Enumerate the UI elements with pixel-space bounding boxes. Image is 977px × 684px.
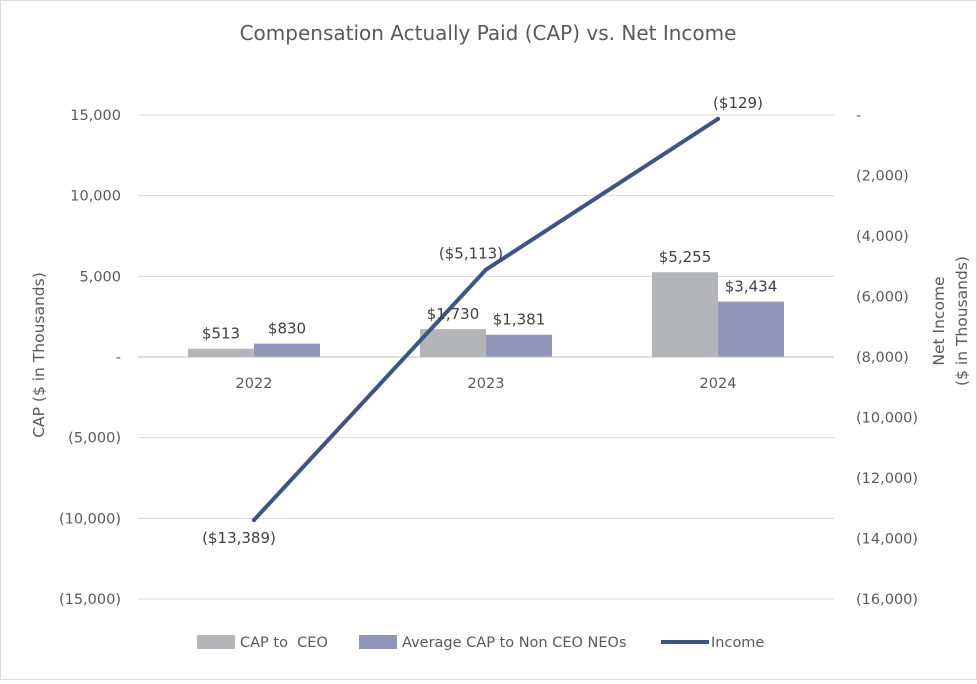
right-axis-title-line1: Net Income: [930, 276, 948, 365]
data-label-layer: $513 $1,730 $5,255 $830 $1,381 $3,434 ($13,389…: [202, 94, 777, 547]
right-axis-tick-label: (12,000): [856, 471, 918, 487]
legend: CAP to CEO Average CAP to Non CEO NEOs Inc…: [197, 635, 764, 651]
income-data-label: ($5,113): [439, 245, 503, 263]
left-axis-tick-label: 15,000: [70, 108, 121, 124]
income-line-point: [252, 518, 256, 523]
chart-title: Compensation Actually Paid (CAP) vs. Net…: [240, 21, 737, 45]
income-data-label: ($13,389): [202, 529, 276, 547]
left-axis-tick-label: 5,000: [79, 269, 121, 285]
bar-data-label: $1,381: [493, 311, 546, 329]
legend-label: Average CAP to Non CEO NEOs: [402, 635, 627, 651]
legend-swatch: [359, 635, 397, 649]
category-label: 2024: [700, 376, 737, 392]
right-axis-tick-label: (2,000): [856, 169, 909, 185]
right-axis-title-line2: ($ in Thousands): [953, 256, 971, 386]
left-axis-tick-label: (15,000): [59, 592, 121, 608]
bar: [486, 334, 552, 357]
income-line-point: [484, 267, 488, 272]
bar-data-label: $5,255: [659, 248, 712, 266]
bar: [652, 272, 718, 357]
bar-data-label: $513: [202, 325, 240, 343]
line-layer: [252, 116, 720, 523]
left-axis-tick-label: (5,000): [68, 431, 121, 447]
bar-data-label: $3,434: [725, 278, 778, 296]
right-axis-tick-label: (6,000): [856, 290, 909, 306]
bar: [718, 301, 784, 357]
income-line-point: [716, 116, 720, 121]
legend-label: CAP to CEO: [240, 635, 328, 651]
left-axis-tick-label: -: [116, 350, 121, 366]
category-label: 2023: [468, 376, 505, 392]
right-axis-tick-label: (10,000): [856, 411, 918, 427]
right-axis-tick-label: (14,000): [856, 532, 918, 548]
axis-layer: 15,000 10,000 5,000 - (5,000) (10,000) (15,000…: [30, 108, 971, 608]
right-axis-tick-label: (8,000): [856, 350, 909, 366]
bar: [254, 343, 320, 357]
income-line: [252, 116, 720, 523]
bar: [420, 329, 486, 357]
left-axis-tick-label: 10,000: [70, 189, 121, 205]
left-axis-tick-label: (10,000): [59, 511, 121, 527]
right-axis-tick-label: (4,000): [856, 229, 909, 245]
legend-label: Income: [711, 635, 764, 651]
income-data-label: ($129): [713, 94, 763, 112]
bar: [188, 348, 254, 357]
right-axis-tick-label: (16,000): [856, 592, 918, 608]
bar-data-label: $1,730: [427, 305, 480, 323]
left-axis-title: CAP ($ in Thousands): [30, 272, 48, 438]
right-axis-tick-label: -: [856, 108, 861, 124]
bar-layer: [188, 272, 784, 357]
legend-swatch: [197, 635, 235, 649]
bar-data-label: $830: [268, 320, 306, 338]
category-label: 2022: [236, 376, 273, 392]
